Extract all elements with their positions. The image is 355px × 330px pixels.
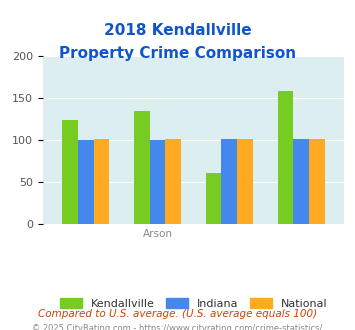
Bar	[278, 91, 293, 224]
Bar	[134, 111, 150, 224]
Bar	[150, 140, 165, 224]
Bar	[237, 139, 253, 224]
Bar	[222, 139, 237, 224]
Bar	[94, 139, 109, 224]
Bar	[206, 173, 222, 224]
Text: Property Crime Comparison: Property Crime Comparison	[59, 46, 296, 61]
Bar	[78, 140, 94, 224]
Bar	[309, 139, 325, 224]
Text: Compared to U.S. average. (U.S. average equals 100): Compared to U.S. average. (U.S. average …	[38, 309, 317, 318]
Text: © 2025 CityRating.com - https://www.cityrating.com/crime-statistics/: © 2025 CityRating.com - https://www.city…	[32, 324, 323, 330]
Legend: Kendallville, Indiana, National: Kendallville, Indiana, National	[55, 294, 332, 314]
Bar	[62, 120, 78, 224]
Bar	[165, 139, 181, 224]
Bar	[293, 139, 309, 224]
Text: 2018 Kendallville: 2018 Kendallville	[104, 23, 251, 38]
